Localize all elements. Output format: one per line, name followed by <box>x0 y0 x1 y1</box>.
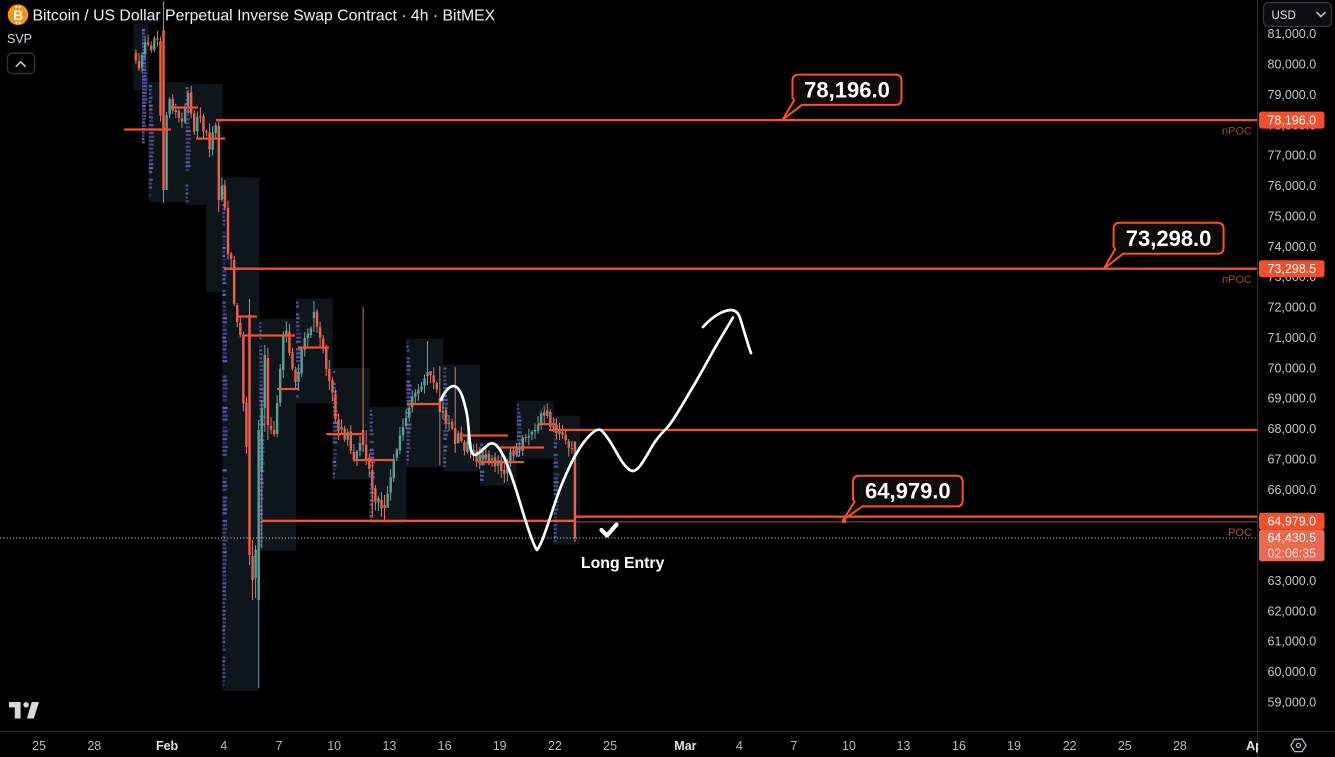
svg-text:SVP: SVP <box>7 32 32 46</box>
svg-text:78,196.0: 78,196.0 <box>804 77 890 102</box>
svg-text:79,000.0: 79,000.0 <box>1268 88 1317 102</box>
svg-text:Long Entry: Long Entry <box>581 555 665 572</box>
svg-text:77,000.0: 77,000.0 <box>1268 149 1317 163</box>
svg-text:64,979.0: 64,979.0 <box>1267 515 1316 529</box>
svg-text:59,000.0: 59,000.0 <box>1268 696 1317 710</box>
svg-text:63,000.0: 63,000.0 <box>1268 574 1317 588</box>
svg-text:73,298.5: 73,298.5 <box>1267 262 1316 276</box>
svg-text:POC: POC <box>1228 527 1252 539</box>
svg-text:B: B <box>13 7 23 23</box>
svg-text:nPOC: nPOC <box>1222 274 1252 286</box>
svg-text:70,000.0: 70,000.0 <box>1268 361 1317 375</box>
svg-text:13: 13 <box>382 739 396 753</box>
svg-text:nPOC: nPOC <box>1222 126 1252 138</box>
svg-text:02:06:35: 02:06:35 <box>1267 547 1316 561</box>
svg-text:10: 10 <box>327 739 341 753</box>
svg-text:60,000.0: 60,000.0 <box>1268 665 1317 679</box>
svg-text:64,430.5: 64,430.5 <box>1267 531 1316 545</box>
svg-text:19: 19 <box>1007 739 1021 753</box>
svg-text:71,000.0: 71,000.0 <box>1268 331 1317 345</box>
svg-text:22: 22 <box>548 739 562 753</box>
svg-text:Feb: Feb <box>156 739 179 753</box>
svg-text:81,000.0: 81,000.0 <box>1268 27 1317 41</box>
svg-text:10: 10 <box>842 739 856 753</box>
svg-text:16: 16 <box>952 739 966 753</box>
svg-text:62,000.0: 62,000.0 <box>1268 604 1317 618</box>
svg-text:75,000.0: 75,000.0 <box>1268 209 1317 223</box>
svg-text:28: 28 <box>87 739 101 753</box>
svg-text:Mar: Mar <box>674 739 696 753</box>
svg-text:22: 22 <box>1063 739 1077 753</box>
svg-text:67,000.0: 67,000.0 <box>1268 453 1317 467</box>
svg-text:13: 13 <box>896 739 910 753</box>
svg-text:7: 7 <box>276 739 283 753</box>
svg-text:73,298.0: 73,298.0 <box>1126 226 1212 251</box>
svg-text:72,000.0: 72,000.0 <box>1268 301 1317 315</box>
svg-text:68,000.0: 68,000.0 <box>1268 422 1317 436</box>
svg-text:78,196.0: 78,196.0 <box>1267 114 1316 128</box>
svg-text:25: 25 <box>1118 739 1132 753</box>
svg-text:76,000.0: 76,000.0 <box>1268 179 1317 193</box>
svg-text:74,000.0: 74,000.0 <box>1268 240 1317 254</box>
svg-text:7: 7 <box>790 739 797 753</box>
svg-text:80,000.0: 80,000.0 <box>1268 58 1317 72</box>
svg-text:4: 4 <box>736 739 743 753</box>
svg-text:69,000.0: 69,000.0 <box>1268 392 1317 406</box>
svg-text:61,000.0: 61,000.0 <box>1268 635 1317 649</box>
svg-text:66,000.0: 66,000.0 <box>1268 483 1317 497</box>
svg-text:16: 16 <box>438 739 452 753</box>
svg-text:25: 25 <box>32 739 46 753</box>
svg-text:64,979.0: 64,979.0 <box>865 479 951 504</box>
svg-text:28: 28 <box>1173 739 1187 753</box>
svg-text:19: 19 <box>493 739 507 753</box>
svg-text:Bitcoin / US Dollar Perpetual: Bitcoin / US Dollar Perpetual Inverse Sw… <box>33 7 496 24</box>
svg-text:4: 4 <box>220 739 227 753</box>
svg-text:USD: USD <box>1272 10 1296 22</box>
svg-text:25: 25 <box>603 739 617 753</box>
